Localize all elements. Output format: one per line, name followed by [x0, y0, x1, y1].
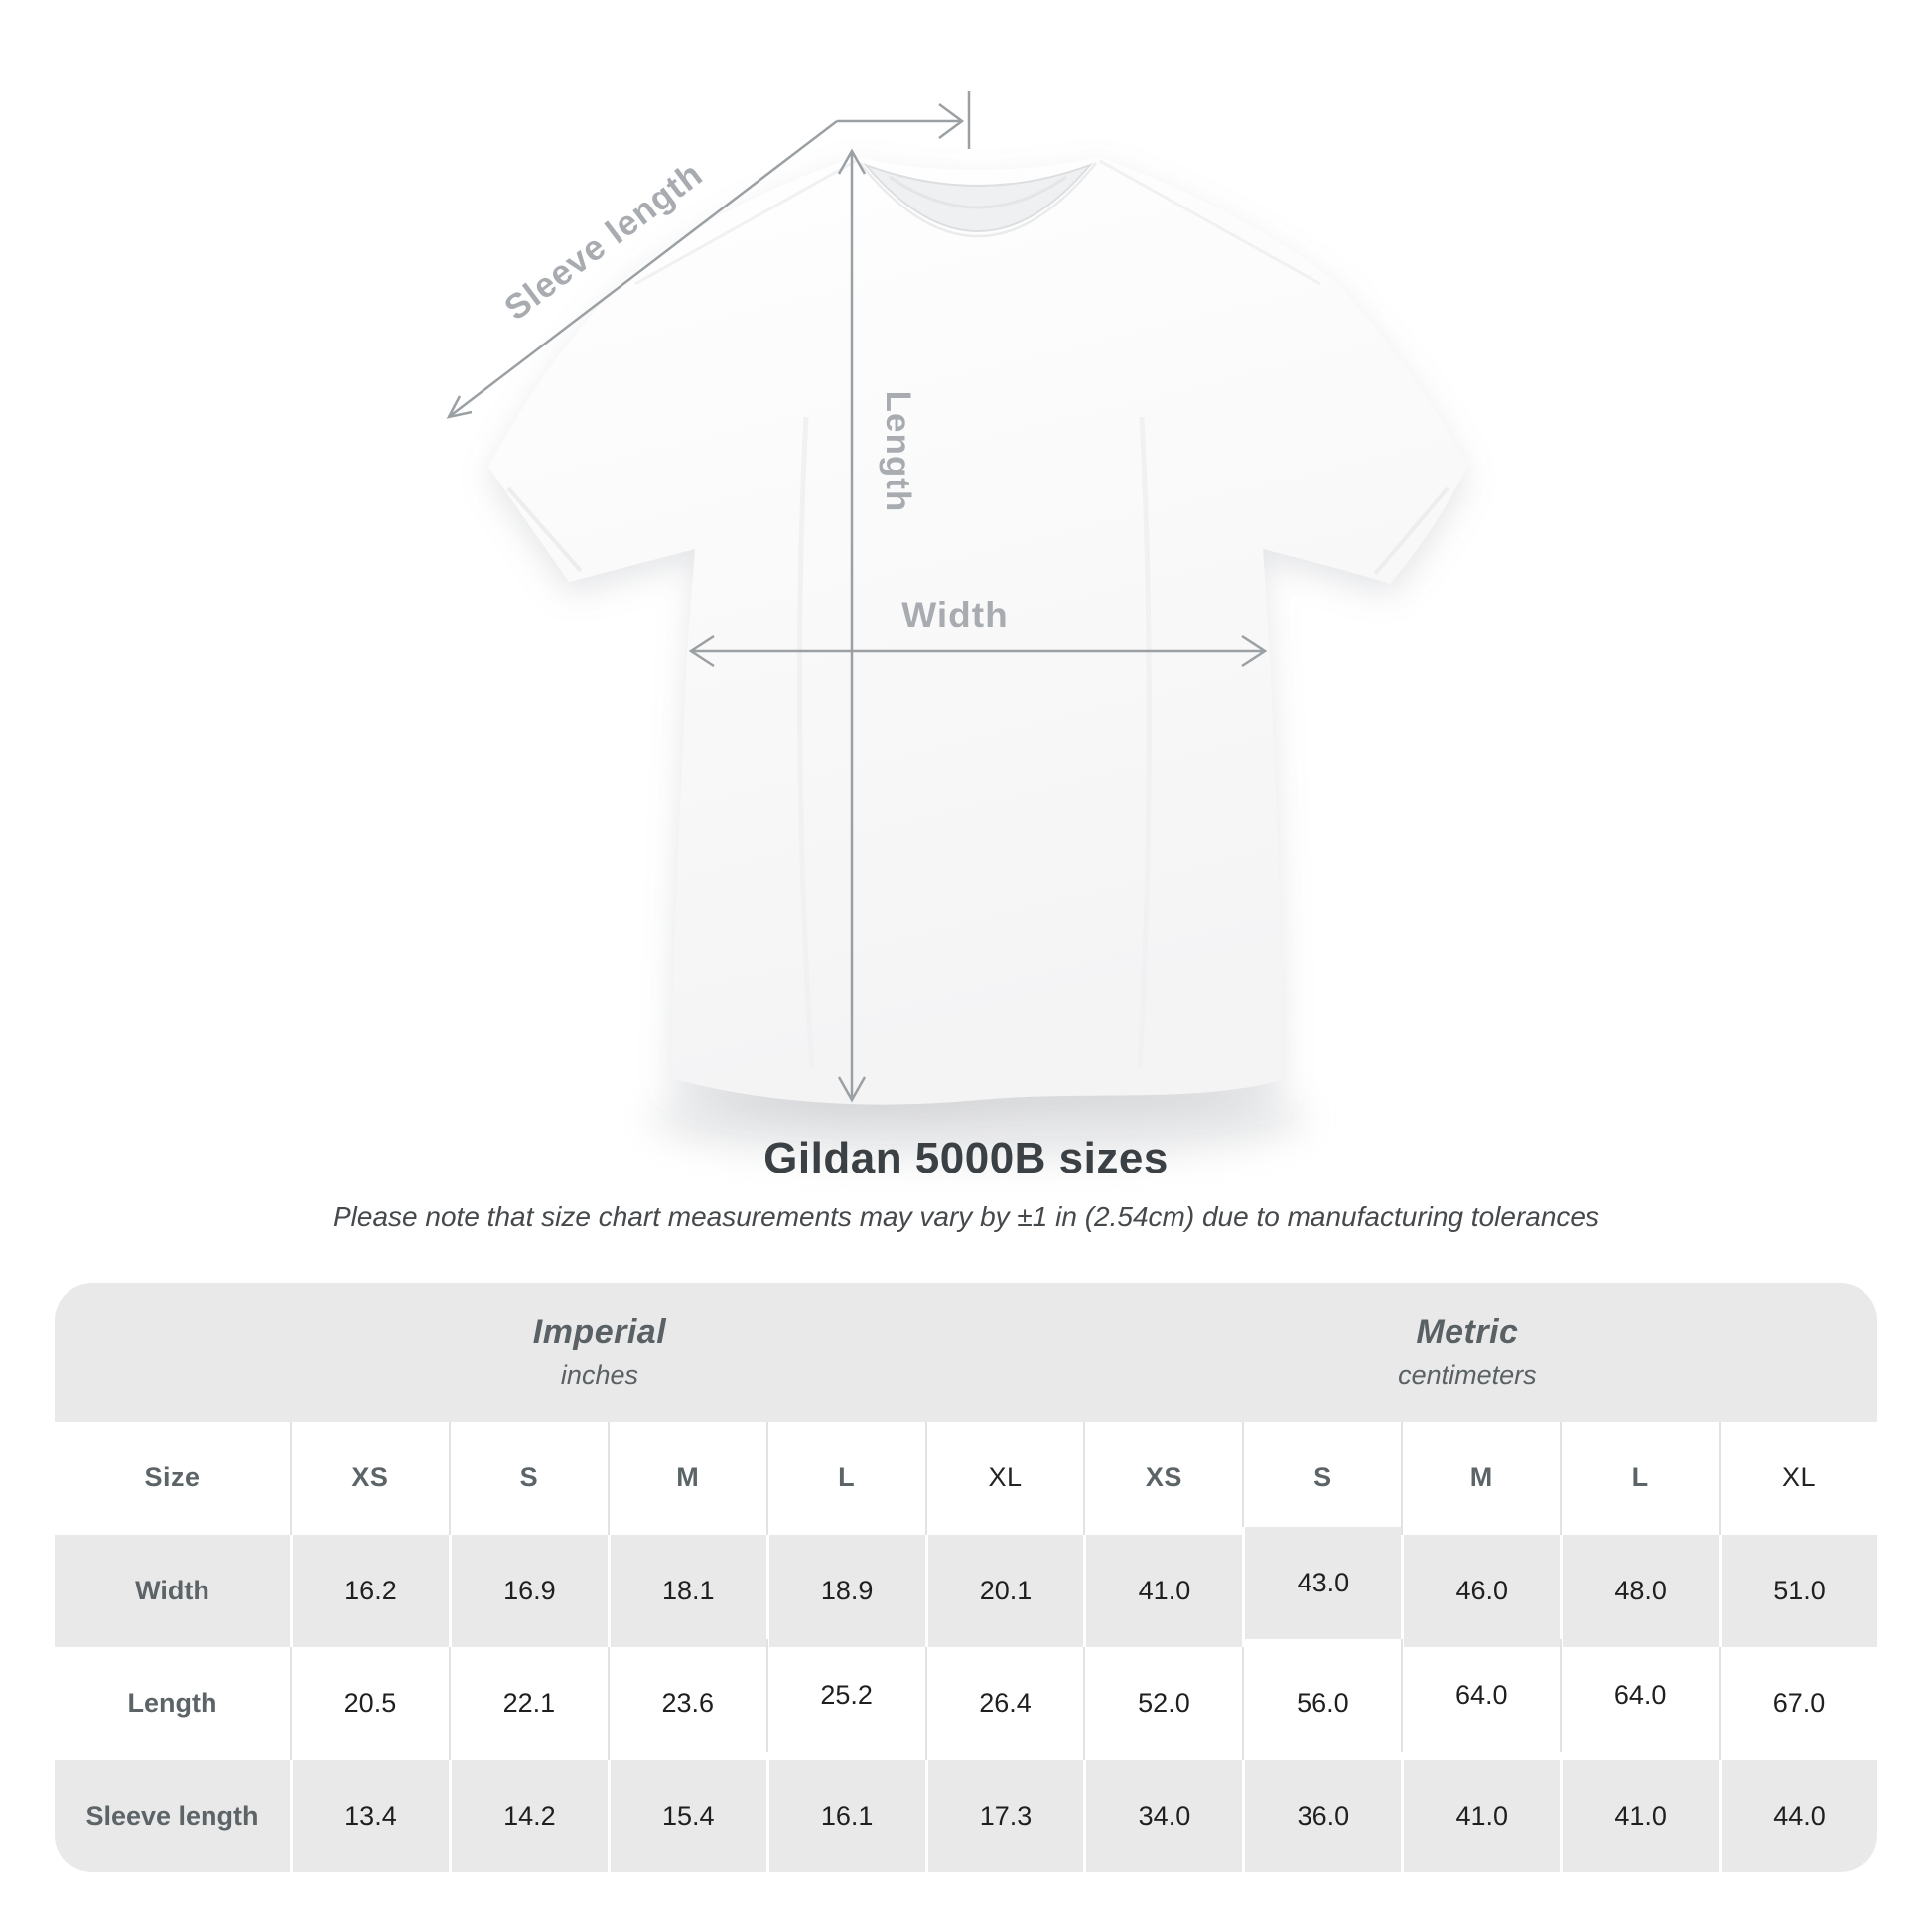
- measurement-lines: [446, 91, 1268, 1103]
- metric-unit: centimeters: [1398, 1360, 1537, 1390]
- sleeve-diagonal-line: [448, 120, 838, 418]
- table-cell: 44.0: [1719, 1759, 1877, 1872]
- col-header-metric-xl: XL: [1719, 1422, 1877, 1535]
- col-header-metric-s: S: [1242, 1422, 1401, 1535]
- imperial-unit: inches: [560, 1360, 638, 1390]
- table-cell: 23.6: [607, 1647, 766, 1760]
- table-cell: 15.4: [607, 1759, 766, 1872]
- row-label-sleeve-length: Sleeve length: [55, 1759, 290, 1872]
- tshirt-image: [488, 157, 1467, 1105]
- col-header-imperial-xs: XS: [290, 1422, 449, 1535]
- unit-header-band: Imperial inches Metric centimeters: [55, 1283, 1877, 1422]
- table-cell: 22.1: [448, 1647, 608, 1760]
- table-cell: 43.0: [1242, 1526, 1402, 1639]
- width-label: Width: [901, 595, 1008, 635]
- metric-title: Metric: [1416, 1313, 1519, 1351]
- collar: [862, 162, 1094, 232]
- table-cell: 26.4: [924, 1647, 1084, 1760]
- table-cell: 48.0: [1560, 1534, 1720, 1647]
- arrow-left-icon: [688, 634, 715, 668]
- imperial-title: Imperial: [532, 1313, 667, 1351]
- arrow-right2-icon: [1241, 634, 1268, 668]
- col-header-metric-l: L: [1560, 1422, 1719, 1535]
- col-header-imperial-m: M: [607, 1422, 766, 1535]
- col-header-imperial-xl: XL: [924, 1422, 1084, 1535]
- table-cell: 36.0: [1242, 1759, 1402, 1872]
- table-cell: 51.0: [1719, 1534, 1877, 1647]
- size-table: Imperial inches Metric centimeters Size …: [55, 1283, 1877, 1872]
- imperial-header: Imperial inches: [533, 1283, 666, 1422]
- col-header-metric-xs: XS: [1083, 1422, 1242, 1535]
- table-cell: 41.0: [1083, 1534, 1243, 1647]
- table-cell: 17.3: [924, 1759, 1084, 1872]
- col-header-imperial-s: S: [448, 1422, 608, 1535]
- table-cell: 16.9: [448, 1534, 608, 1647]
- row-label-width: Width: [55, 1534, 290, 1647]
- arrow-up-icon: [837, 148, 867, 175]
- table-cell: 13.4: [290, 1759, 449, 1872]
- arrow-down-icon: [837, 1076, 867, 1103]
- metric-header: Metric centimeters: [1398, 1283, 1537, 1422]
- table-cell: 52.0: [1083, 1647, 1242, 1760]
- table-cell: 64.0: [1401, 1639, 1560, 1752]
- col-header-metric-m: M: [1401, 1422, 1560, 1535]
- row-label-length: Length: [127, 1688, 217, 1719]
- corner-header-size: Size: [144, 1462, 201, 1493]
- arrow-down-left-icon: [446, 395, 473, 419]
- length-label: Length: [879, 391, 917, 513]
- table-cell: 16.1: [765, 1759, 925, 1872]
- table-cell: 20.1: [924, 1534, 1084, 1647]
- table-cell: 64.0: [1560, 1639, 1719, 1752]
- table-cell: 18.9: [765, 1534, 925, 1647]
- arrow-right-icon: [938, 102, 965, 140]
- tolerance-note: Please note that size chart measurements…: [333, 1201, 1599, 1232]
- size-grid: Size XS S M L XL XS S M L XL Width 16.2 …: [55, 1422, 1877, 1872]
- table-cell: 56.0: [1242, 1647, 1401, 1760]
- table-cell: 25.2: [765, 1639, 925, 1752]
- table-cell: 18.1: [607, 1534, 766, 1647]
- table-cell: 20.5: [290, 1647, 449, 1760]
- table-cell: 14.2: [448, 1759, 608, 1872]
- page-title: Gildan 5000B sizes: [763, 1134, 1169, 1182]
- col-header-imperial-l: L: [765, 1422, 925, 1535]
- table-cell: 41.0: [1401, 1759, 1561, 1872]
- table-cell: 16.2: [290, 1534, 449, 1647]
- tshirt-measurement-diagram: Sleeve length Length Width: [446, 91, 1467, 1160]
- table-cell: 34.0: [1083, 1759, 1243, 1872]
- table-cell: 41.0: [1560, 1759, 1720, 1872]
- table-cell: 67.0: [1719, 1647, 1877, 1760]
- table-cell: 46.0: [1401, 1534, 1561, 1647]
